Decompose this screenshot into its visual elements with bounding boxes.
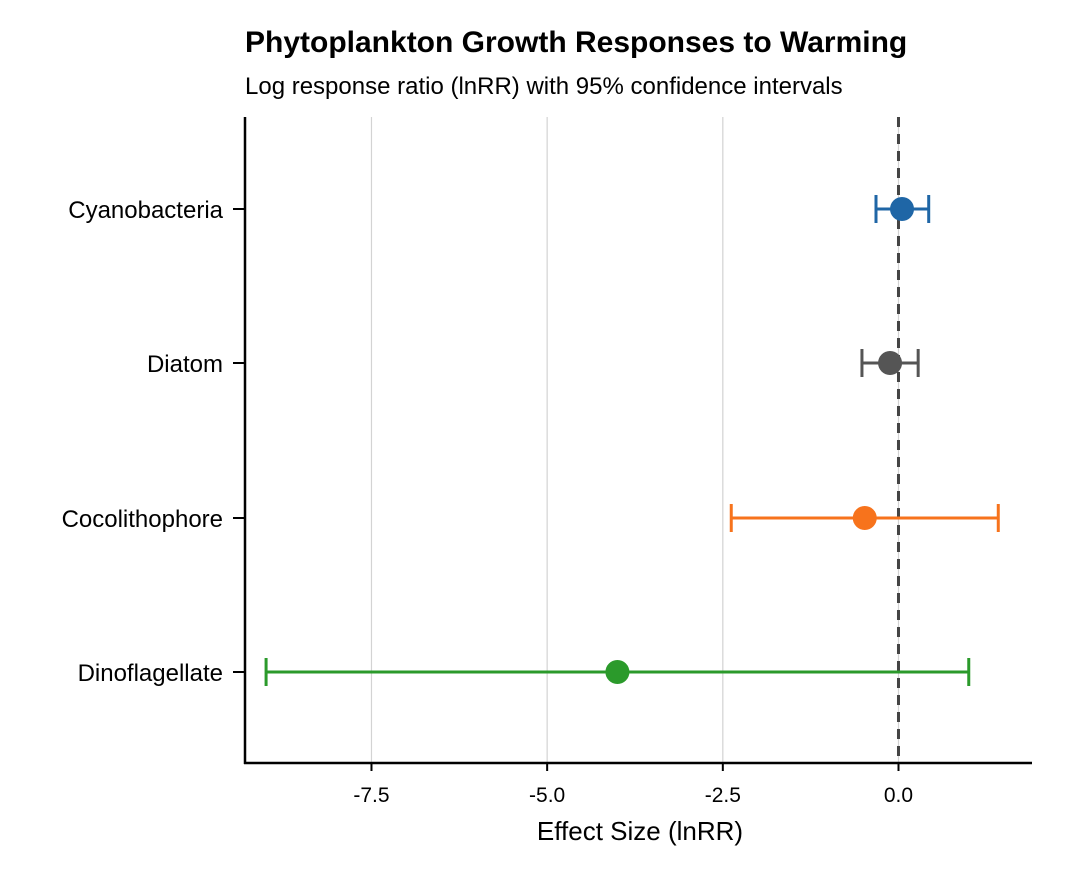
tick-labels: -7.5 -5.0 -2.5 0.0 Cyanobacteria Diatom Cocoli… (62, 197, 914, 807)
x-tick-label-3: 0.0 (884, 784, 913, 807)
y-tick-label-diatom: Diatom (147, 351, 223, 378)
x-tick-label-2: -2.5 (705, 784, 741, 807)
point-dinoflagellate (605, 660, 630, 684)
data-marks (264, 195, 1000, 686)
point-cocolithophore (852, 506, 877, 530)
gridlines (370, 117, 900, 763)
x-tick-label-1: -5.0 (529, 784, 565, 807)
x-tick-label-0: -7.5 (353, 784, 389, 807)
point-diatom (878, 351, 903, 375)
y-tick-label-cyanobacteria: Cyanobacteria (68, 197, 223, 224)
chart-title: Phytoplankton Growth Responses to Warmin… (245, 26, 907, 59)
chart-subtitle: Log response ratio (lnRR) with 95% confi… (245, 73, 843, 100)
axes (233, 117, 1032, 771)
x-axis-label: Effect Size (lnRR) (537, 816, 743, 846)
y-tick-label-cocolithophore: Cocolithophore (62, 506, 223, 533)
point-cyanobacteria (890, 197, 915, 221)
y-tick-label-dinoflagellate: Dinoflagellate (78, 660, 223, 687)
